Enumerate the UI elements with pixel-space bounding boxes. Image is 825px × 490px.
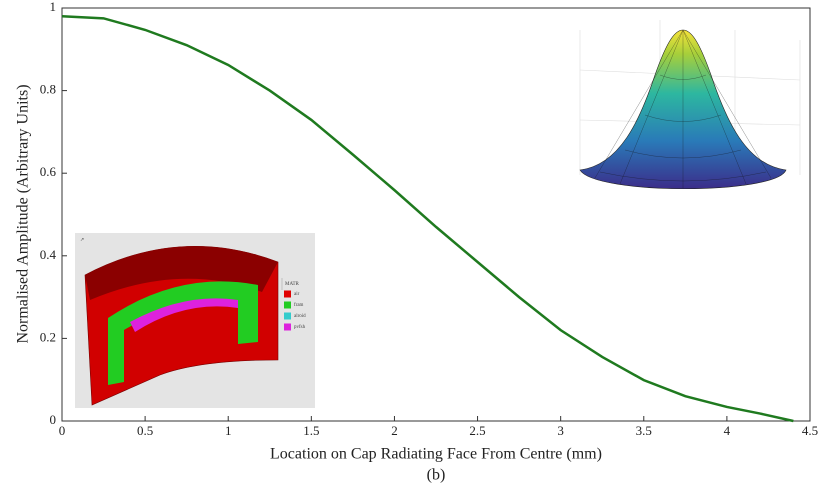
caption: (b) — [427, 467, 446, 484]
y-tick-label: 1 — [50, 0, 57, 14]
legend-swatch — [284, 312, 291, 320]
legend-title: MATR — [285, 282, 300, 287]
model-inset: ↗ — [75, 233, 315, 408]
legend-swatch — [284, 323, 291, 331]
data-line — [61, 15, 794, 423]
x-tick-label: 1.5 — [303, 423, 319, 438]
plot-frame — [61, 7, 811, 422]
x-axis-title: Location on Cap Radiating Face From Cent… — [270, 446, 602, 463]
legend-label: air — [294, 292, 300, 297]
x-tick-label: 2 — [391, 423, 398, 438]
legend-label: fram — [294, 303, 304, 308]
y-axis-title: Normalised Amplitude (Arbitrary Units) — [15, 84, 32, 343]
x-tick-label: 1 — [225, 423, 232, 438]
x-tick-label: 0.5 — [137, 423, 153, 438]
x-tick-label: 3.5 — [636, 423, 652, 438]
surface-inset — [579, 20, 801, 190]
x-tick-label: 3 — [557, 423, 564, 438]
legend-label: pvfsh — [294, 325, 306, 330]
legend-swatch — [284, 290, 291, 298]
x-tick-label: 4 — [724, 423, 731, 438]
x-tick-label: 0 — [59, 423, 66, 438]
y-tick-label: 0.6 — [40, 164, 57, 179]
x-tick-label: 4.5 — [802, 423, 818, 438]
y-tick-label: 0 — [50, 412, 57, 427]
legend-swatch — [284, 301, 291, 309]
y-tick-label: 0.4 — [40, 247, 57, 262]
axis-icon: ↗ — [80, 238, 84, 243]
x-tick-label: 2.5 — [469, 423, 485, 438]
y-tick-label: 0.2 — [40, 329, 56, 344]
legend-label: alroid — [294, 314, 306, 319]
y-tick-label: 0.8 — [40, 82, 56, 97]
